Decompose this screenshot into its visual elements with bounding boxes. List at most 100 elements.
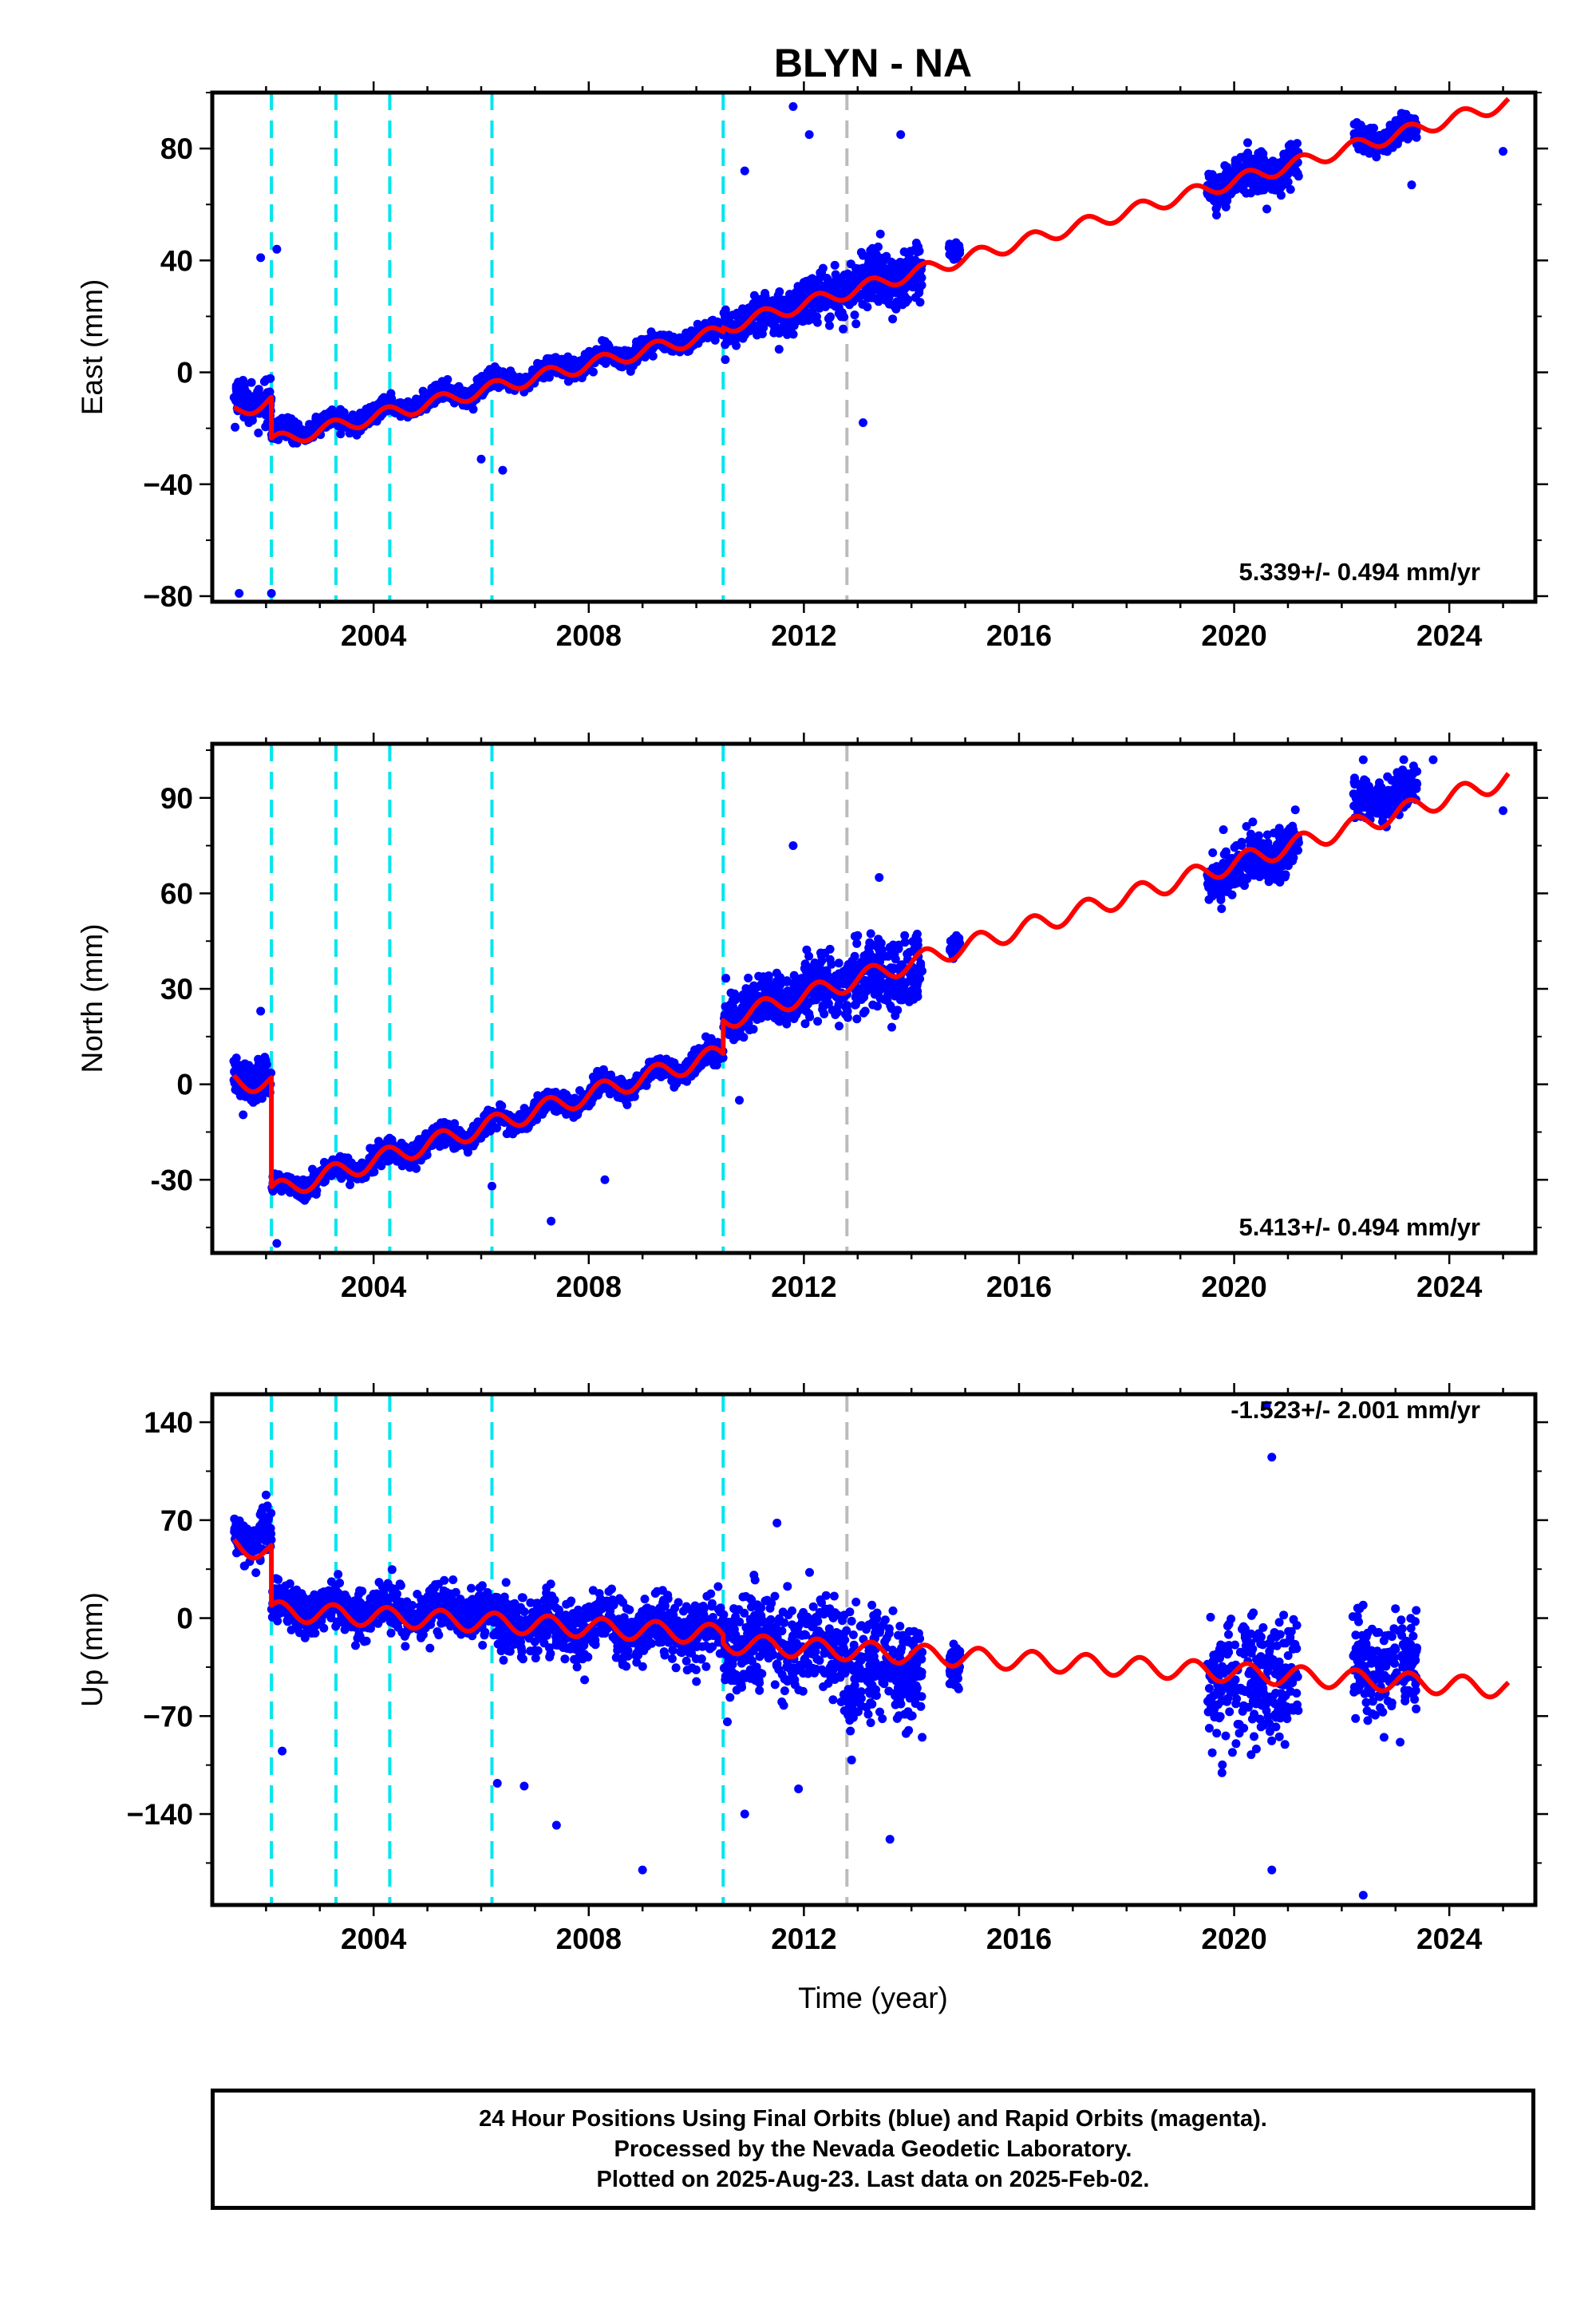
- data-point: [749, 290, 759, 300]
- data-point: [1243, 153, 1253, 163]
- data-point: [800, 975, 810, 985]
- data-point: [261, 1088, 271, 1097]
- data-point: [557, 354, 567, 364]
- data-point: [450, 1119, 460, 1128]
- data-point: [908, 256, 918, 265]
- data-point: [744, 974, 753, 982]
- data-point: [888, 963, 898, 973]
- data-point: [735, 314, 744, 323]
- data-point: [764, 971, 773, 981]
- data-point: [873, 263, 883, 272]
- data-point: [547, 354, 556, 364]
- data-point: [834, 958, 843, 968]
- data-point: [949, 243, 958, 252]
- data-point: [412, 394, 421, 404]
- series-final-orbits: [229, 102, 1508, 598]
- data-point: [518, 1110, 527, 1120]
- data-point: [860, 977, 870, 986]
- data-point: [800, 964, 809, 973]
- data-point: [745, 1026, 754, 1035]
- data-point: [681, 1059, 690, 1069]
- x-tick-label: 2004: [341, 619, 407, 652]
- data-point: [1212, 211, 1221, 219]
- data-point: [233, 1086, 243, 1096]
- data-point: [247, 416, 257, 425]
- data-point: [721, 355, 730, 365]
- data-point: [374, 1136, 383, 1146]
- data-point: [897, 289, 907, 298]
- data-point: [843, 960, 853, 969]
- data-point: [624, 348, 634, 357]
- data-point: [729, 1032, 739, 1041]
- data-point: [808, 314, 818, 324]
- data-point: [825, 321, 834, 330]
- data-point-outlier: [267, 588, 276, 598]
- data-point: [283, 413, 293, 422]
- y-tick-label: 40: [160, 244, 193, 277]
- data-point: [246, 1068, 255, 1077]
- data-point: [1262, 204, 1271, 214]
- data-point: [248, 402, 258, 411]
- data-point-outlier: [272, 244, 282, 254]
- data-point: [1384, 128, 1393, 137]
- data-point: [738, 334, 748, 343]
- x-tick-label: 2024: [1416, 619, 1483, 652]
- data-point: [468, 383, 478, 393]
- data-point: [437, 377, 447, 386]
- data-point: [913, 936, 922, 945]
- data-point: [1260, 158, 1270, 168]
- x-tick-label: 2016: [986, 619, 1052, 652]
- data-point: [888, 314, 898, 324]
- data-point: [890, 978, 899, 987]
- data-point: [296, 425, 306, 434]
- data-point: [237, 385, 246, 394]
- data-point: [598, 1065, 608, 1074]
- data-point: [851, 319, 861, 329]
- data-point: [766, 313, 776, 322]
- data-point: [734, 1006, 744, 1016]
- data-point: [721, 974, 731, 983]
- data-point: [483, 367, 492, 377]
- panel-east: 2004 2008 2012 2016 2020 2024−80−4004080East …: [76, 81, 1548, 652]
- data-point: [774, 345, 784, 354]
- data-point: [777, 977, 787, 986]
- data-point: [900, 259, 910, 268]
- data-point: [907, 280, 917, 290]
- data-point: [743, 992, 752, 1002]
- data-point: [859, 993, 869, 1002]
- data-point: [873, 1002, 882, 1011]
- data-point: [822, 274, 832, 283]
- data-point: [1283, 177, 1293, 187]
- data-point: [822, 996, 832, 1006]
- data-point: [879, 951, 888, 960]
- data-point-outlier: [859, 418, 868, 428]
- data-point: [775, 287, 784, 296]
- data-point: [1221, 202, 1231, 211]
- data-point: [827, 959, 836, 969]
- data-point: [892, 297, 902, 306]
- data-point: [729, 336, 739, 346]
- data-point: [1273, 164, 1282, 173]
- y-tick-label: −80: [143, 580, 193, 613]
- data-point: [950, 252, 960, 262]
- data-point: [1291, 166, 1301, 176]
- data-point: [852, 939, 862, 948]
- data-point: [839, 271, 849, 279]
- data-point: [628, 362, 638, 371]
- data-point: [254, 429, 263, 437]
- data-point: [835, 1022, 843, 1031]
- data-point: [865, 250, 875, 259]
- data-point: [616, 1074, 626, 1084]
- data-point: [763, 1012, 772, 1021]
- data-point: [230, 1066, 239, 1076]
- data-point-outlier: [1499, 147, 1508, 156]
- data-point: [379, 396, 389, 405]
- data-point: [830, 260, 839, 270]
- data-point: [833, 970, 843, 980]
- data-point: [839, 312, 849, 322]
- x-tick-label: 2020: [1201, 619, 1266, 652]
- data-point: [1208, 174, 1218, 184]
- data-point: [824, 314, 833, 323]
- data-point: [231, 422, 240, 432]
- data-point: [622, 1100, 632, 1109]
